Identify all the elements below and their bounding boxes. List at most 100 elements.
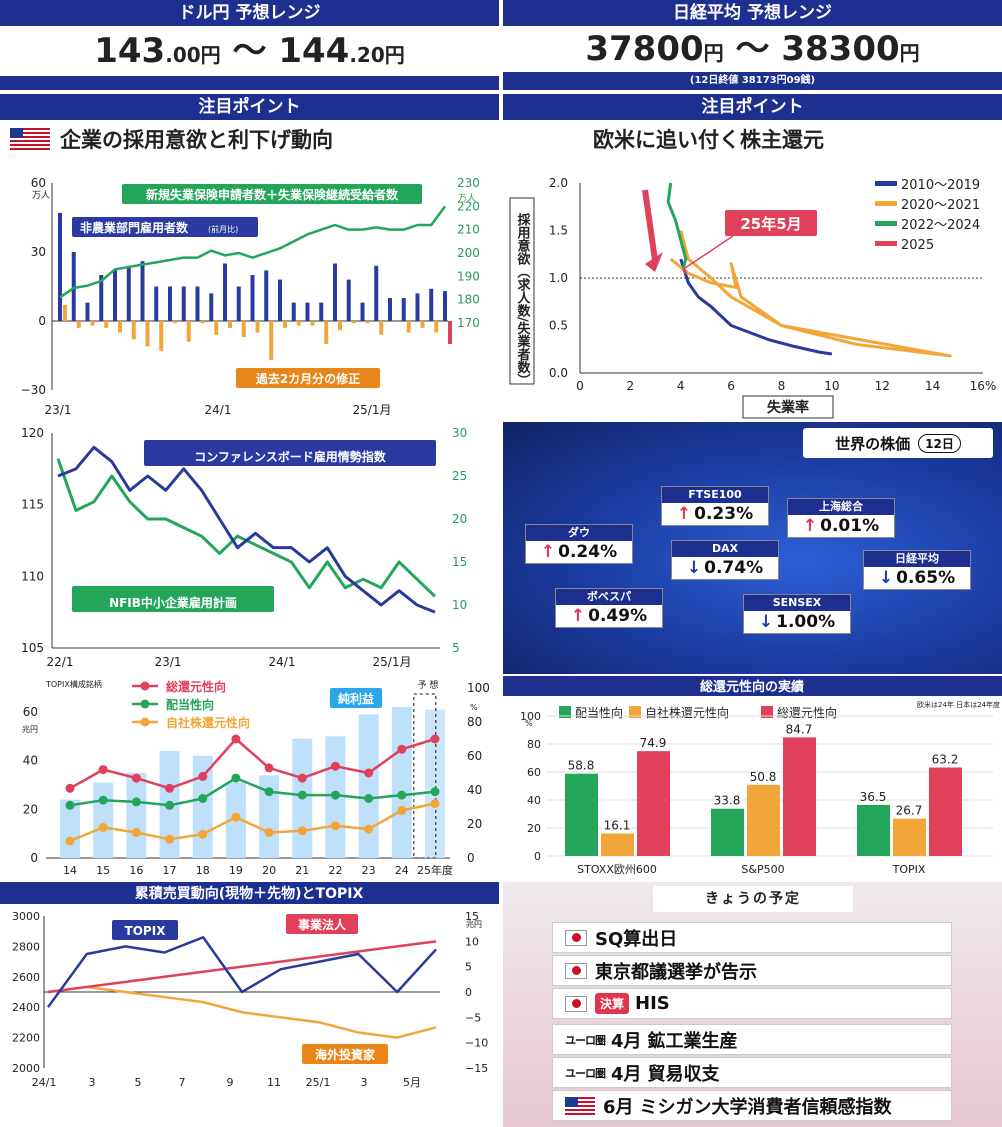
title-bar: [0, 882, 499, 904]
ratio-dot: [98, 822, 108, 832]
stock-percent: 0.49%: [588, 606, 648, 626]
bar-value: 16.1: [604, 818, 631, 832]
payroll-bar: [346, 279, 351, 321]
x-tick: 24: [395, 864, 409, 877]
ratio-dot: [198, 771, 208, 781]
right-tick: 15: [452, 555, 467, 569]
forecast-box: [413, 693, 437, 859]
eu-icon: ユーロ圏: [565, 1066, 606, 1080]
ratio-dot: [264, 763, 274, 773]
stock-value: ↓ 0.74%: [672, 557, 778, 579]
ratio-dot: [364, 824, 374, 834]
payroll-bar: [415, 293, 420, 321]
ratio-dot: [397, 790, 407, 800]
right-tick: 180: [457, 293, 480, 307]
profit-bar: [259, 775, 280, 858]
arrow-up-icon: ↑: [676, 504, 692, 524]
legend-label: 2020～2021: [901, 198, 980, 213]
topix-label: TOPIX: [125, 924, 167, 938]
revision-bar: [379, 321, 384, 335]
ylabel-box: [509, 197, 535, 385]
employment-index-panel: 120 115 110 105 30 25 20 15 10 5 22/1 23/1 24/1 25/1月…: [0, 420, 499, 672]
profit-bar: [358, 714, 379, 858]
x-tick: 23: [362, 864, 376, 877]
payroll-bar: [236, 286, 241, 321]
left-tick: 120: [21, 426, 44, 440]
stock-value: ↑ 0.23%: [662, 503, 768, 525]
stock-percent: 0.24%: [558, 542, 618, 562]
payroll-bar: [333, 263, 337, 321]
x-tick: 0: [576, 379, 584, 393]
nikkei-range-sep: ～: [723, 29, 782, 69]
x-tick: 20: [262, 864, 276, 877]
legend-label: 自社株還元性向: [166, 715, 250, 730]
x-tick: 11: [267, 1076, 281, 1089]
x-tick: 14: [63, 864, 77, 877]
x-tick: 22/1: [47, 655, 74, 669]
left-tick: 0: [30, 851, 38, 865]
stock-card-2: DAX ↓ 0.74%: [671, 540, 779, 580]
cb-label-box: [144, 440, 436, 466]
ratio-dot: [198, 829, 208, 839]
y-tick: 0.0: [549, 366, 568, 380]
return-bar: [929, 767, 962, 856]
return-bar: [857, 804, 890, 856]
flow-chart: 累積売買動向(現物＋先物)とTOPIX 3000 2800 2600 2400 2200 2…: [0, 882, 499, 1089]
left-tick: 0: [38, 314, 46, 328]
ratio-dot: [98, 765, 108, 775]
payroll-bar: [223, 263, 227, 321]
payroll-bar: [429, 288, 434, 321]
legend-dot: [140, 717, 150, 727]
revision-bar: [296, 321, 301, 326]
return-bar: [893, 818, 926, 856]
ratio-dot: [165, 800, 175, 810]
legend-dot: [140, 681, 150, 691]
left-unit: 万人: [32, 190, 50, 201]
note: TOPIX構成銘柄: [45, 679, 102, 689]
x-tick: 5月: [403, 1076, 421, 1089]
x-tick: 12: [875, 379, 890, 393]
return-bar: [711, 808, 744, 856]
bar-value: 74.9: [640, 736, 667, 750]
usd-high-dec: .20円: [349, 43, 405, 67]
right-tick: 30: [452, 426, 467, 440]
claims-label: 新規失業保険申請者数＋失業保険継続受給者数: [146, 187, 399, 202]
x-tick: 22: [328, 864, 342, 877]
ratio-dot: [131, 828, 141, 837]
x-tick: 25/1月: [353, 403, 392, 417]
right-tick: 0: [467, 851, 475, 865]
stock-value: ↑ 0.49%: [556, 605, 662, 627]
schedule-item-1: SQ算出日: [552, 922, 952, 953]
payroll-bar: [58, 212, 62, 321]
stock-percent: 0.23%: [694, 504, 754, 524]
ratio-dot: [231, 812, 241, 822]
ratio-dot: [397, 744, 407, 754]
world-stocks-panel: 世界の株価 12日 ダウ ↑ 0.24% FTSE100 ↑ 0.23% DAX ↓ 0.74%…: [503, 422, 1002, 674]
nikkei-point: 欧米に追い付く株主還元: [593, 128, 824, 152]
arrow-down-icon: ↓: [686, 558, 702, 578]
chart-title: 総還元性向の実績: [700, 679, 804, 695]
ratio-line-1: [69, 776, 436, 807]
ratio-dot: [364, 768, 374, 778]
revision-bar: [104, 321, 109, 328]
category-label: STOXX欧州600: [577, 863, 657, 876]
left-tick: 2800: [12, 940, 40, 953]
hiring-series-1: [669, 230, 952, 358]
x-label: 失業率: [767, 399, 809, 416]
stock-card-4: 日経平均 ↓ 0.65%: [863, 550, 971, 590]
legend-swatch: [629, 706, 641, 718]
right-tick: 20: [467, 817, 482, 831]
right-tick: 210: [457, 223, 480, 237]
bar-value: 26.7: [896, 804, 923, 818]
bar-value: 36.5: [860, 790, 887, 804]
topix-line: [46, 936, 437, 1008]
left-tick: 105: [21, 641, 44, 655]
schedule-text: 鉱工業生産: [647, 1030, 738, 1052]
nikkei-low-unit: 円: [703, 41, 724, 65]
ratio-dot: [131, 773, 141, 783]
us-flag-icon: [10, 128, 50, 152]
bar-value: 63.2: [932, 753, 959, 767]
stock-name: 上海総合: [788, 499, 894, 515]
category-label: S&P500: [741, 863, 784, 876]
